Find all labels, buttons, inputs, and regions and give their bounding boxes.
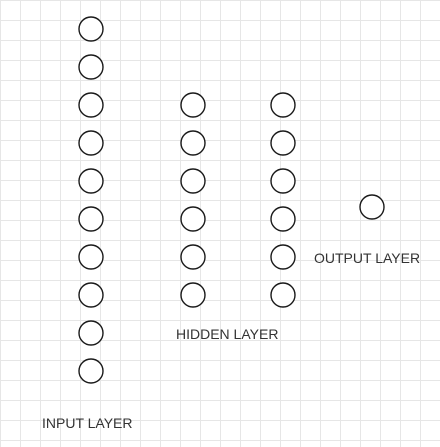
input-neuron <box>78 130 104 156</box>
input-neuron <box>78 92 104 118</box>
output-layer-column <box>359 194 385 220</box>
input-neuron <box>78 358 104 384</box>
hidden-1-neuron <box>180 168 206 194</box>
input-neuron <box>78 320 104 346</box>
input-layer-column <box>78 16 104 384</box>
input-neuron <box>78 16 104 42</box>
hidden-2-neuron <box>270 130 296 156</box>
hidden-1-layer-column <box>180 92 206 308</box>
hidden-1-neuron <box>180 206 206 232</box>
input-neuron <box>78 54 104 80</box>
input-neuron <box>78 244 104 270</box>
hidden-1-neuron <box>180 282 206 308</box>
hidden-2-neuron <box>270 206 296 232</box>
hidden-1-neuron <box>180 92 206 118</box>
output-neuron <box>359 194 385 220</box>
input-neuron <box>78 282 104 308</box>
hidden-1-neuron <box>180 130 206 156</box>
hidden-2-neuron <box>270 92 296 118</box>
hidden-2-neuron <box>270 168 296 194</box>
input-layer-label: INPUT LAYER <box>42 415 133 431</box>
input-neuron <box>78 168 104 194</box>
output-layer-label: OUTPUT LAYER <box>314 250 421 266</box>
hidden-layer-label: HIDDEN LAYER <box>176 326 279 342</box>
hidden-1-neuron <box>180 244 206 270</box>
input-neuron <box>78 206 104 232</box>
hidden-2-neuron <box>270 282 296 308</box>
hidden-2-layer-column <box>270 92 296 308</box>
hidden-2-neuron <box>270 244 296 270</box>
